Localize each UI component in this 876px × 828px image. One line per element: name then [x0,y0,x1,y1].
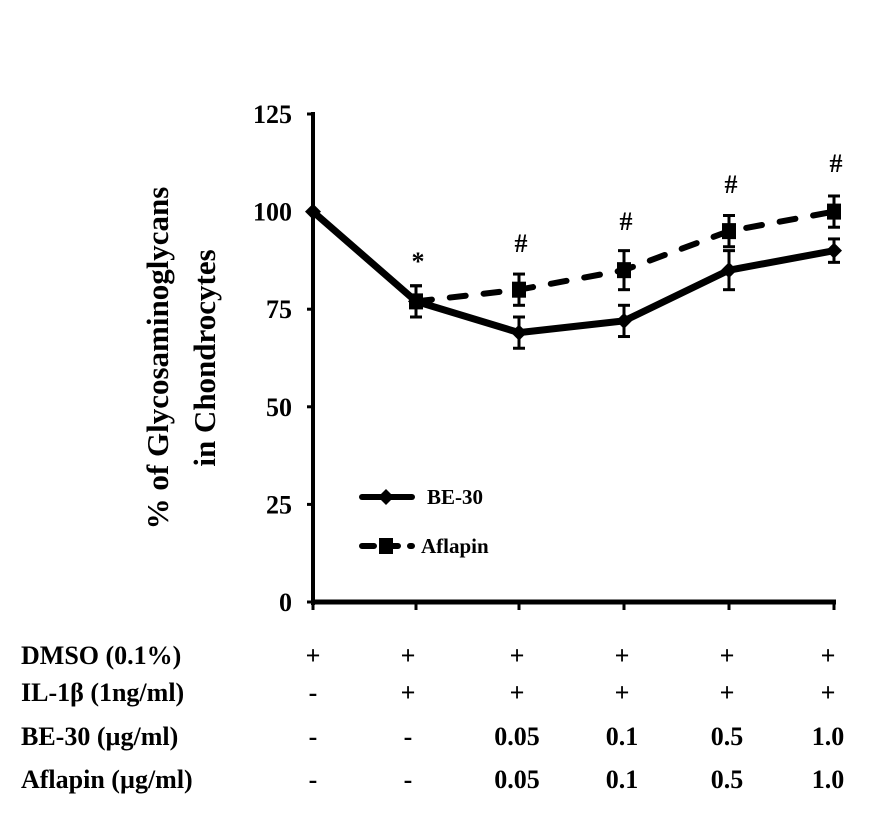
y-axis-ticks: 0 25 50 75 100 125 [253,100,313,617]
row-label: BE-30 (µg/ml) [21,722,178,751]
table-cell: + [401,678,416,707]
table-cell: 0.1 [606,765,639,794]
y-tick-label: 25 [266,490,292,519]
row-label: Aflapin (µg/ml) [21,765,193,794]
table-cell: - [309,765,318,794]
table-cell: + [306,641,321,670]
series-line [309,208,838,337]
square-marker [512,281,526,298]
table-cell: 0.5 [711,722,744,751]
table-cell: 0.05 [494,722,540,751]
y-tick-label: 0 [279,588,292,617]
diamond-marker [305,203,321,220]
table-cell: + [510,678,525,707]
significance-mark: * [412,247,425,276]
y-tick-label: 50 [266,393,292,422]
y-tick-label: 125 [253,100,292,129]
table-cell: 0.1 [606,722,639,751]
legend-item: BE-30 [359,485,483,509]
y-axis-label-line: % of Glycosaminoglycans [140,187,175,530]
table-cell: + [720,678,735,707]
y-axis-label-line: in Chondrocytes [187,249,222,466]
y-axis-label: % of Glycosaminoglycans in Chondrocytes [140,187,222,530]
table-cell: 1.0 [812,765,845,794]
diamond-marker [826,242,842,259]
square-marker [827,203,841,220]
table-cell: + [615,678,630,707]
diamond-marker [511,324,527,341]
diamond-marker [721,262,737,279]
significance-mark: # [830,149,843,178]
table-row: DMSO (0.1%) + + + + + + [21,641,835,670]
series-layer [305,194,842,350]
treatment-table: DMSO (0.1%) + + + + + + IL-1β (1ng/ml) - + + + + + BE-… [21,641,844,794]
square-marker [409,293,423,310]
legend: BE-30 Aflapin [359,485,489,558]
table-row: BE-30 (µg/ml) - - 0.05 0.1 0.5 1.0 [21,722,844,751]
y-tick-label: 100 [253,198,292,227]
table-cell: - [404,765,413,794]
table-cell: 1.0 [812,722,845,751]
table-cell: + [401,641,416,670]
significance-mark: # [620,207,633,236]
legend-label: BE-30 [427,485,483,509]
axes [311,112,836,610]
table-cell: 0.5 [711,765,744,794]
table-cell: + [821,678,836,707]
square-marker [617,262,631,279]
series-aflapin [409,194,841,319]
table-cell: + [720,641,735,670]
y-tick-label: 75 [266,295,292,324]
diamond-marker [616,312,632,329]
table-cell: + [510,641,525,670]
legend-item: Aflapin [359,534,489,558]
table-cell: - [404,722,413,751]
square-marker [379,538,393,554]
diamond-marker [378,489,394,505]
table-row: IL-1β (1ng/ml) - + + + + + [21,678,835,707]
table-cell: + [615,641,630,670]
row-label: DMSO (0.1%) [21,641,181,670]
table-cell: + [821,641,836,670]
table-cell: - [309,678,318,707]
legend-label: Aflapin [421,534,489,558]
significance-mark: # [515,229,528,258]
significance-mark: # [725,170,738,199]
row-label: IL-1β (1ng/ml) [21,678,184,707]
table-cell: - [309,722,318,751]
square-marker [722,223,736,240]
table-cell: 0.05 [494,765,540,794]
table-row: Aflapin (µg/ml) - - 0.05 0.1 0.5 1.0 [21,765,844,794]
significance-annotations: * # # # # [412,149,843,276]
